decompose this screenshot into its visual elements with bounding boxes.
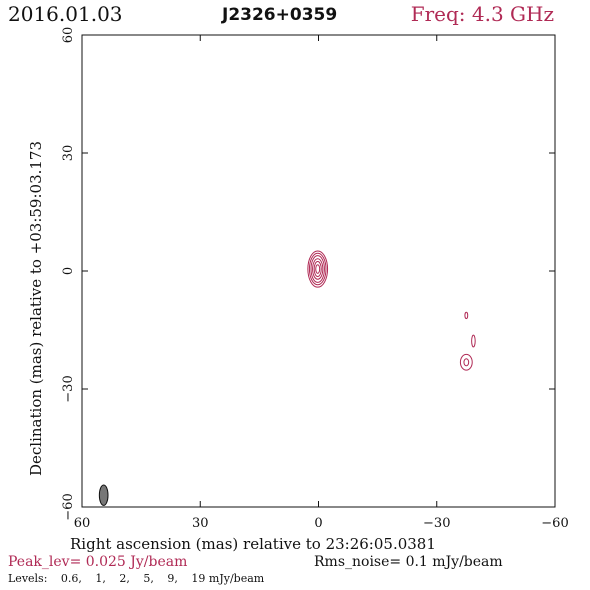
contour-levels: Levels: 0.6, 1, 2, 5, 9, 19 mJy/beam — [8, 572, 264, 585]
level-value: 9, — [167, 572, 178, 585]
contour-core — [315, 264, 321, 274]
contour-knot-1 — [464, 311, 469, 320]
contour-core — [313, 261, 322, 278]
observation-date: 2016.01.03 — [8, 2, 123, 26]
y-tick-labels: −60 −30 0 30 60 — [61, 27, 76, 521]
y-tick-label: 60 — [61, 27, 76, 44]
peak-level: Peak_lev= 0.025 Jy/beam — [8, 554, 188, 570]
contour-knot-3 — [459, 353, 473, 371]
y-tick-label: 30 — [61, 145, 76, 162]
level-value: 1, — [95, 572, 106, 585]
contour-knot-3 — [463, 358, 470, 367]
x-tick-label: 60 — [74, 516, 91, 531]
contour-core — [307, 250, 329, 288]
level-value: 0.6, — [60, 572, 82, 585]
rms-noise: Rms_noise= 0.1 mJy/beam — [314, 554, 503, 570]
plot-frame — [81, 34, 556, 508]
contour-layer — [307, 250, 476, 371]
frequency-label: Freq: 4.3 GHz — [410, 2, 554, 26]
x-axis-label: Right ascension (mas) relative to 23:26:… — [70, 535, 436, 553]
x-tick-labels: 60 30 0 −30 −60 — [74, 516, 569, 531]
x-tick-label: −30 — [423, 516, 450, 531]
level-value: 19 mJy/beam — [191, 572, 265, 585]
level-value: 5, — [143, 572, 154, 585]
x-tick-label: −60 — [541, 516, 568, 531]
beam-ellipse — [98, 484, 109, 506]
x-tick-label: 0 — [314, 516, 322, 531]
y-tick-label: −30 — [61, 375, 76, 402]
beam-layer — [98, 484, 109, 506]
y-tick-label: −60 — [61, 493, 76, 520]
source-name: J2326+0359 — [222, 5, 338, 25]
contour-knot-2 — [471, 334, 476, 348]
contour-core — [308, 252, 327, 286]
levels-label: Levels: — [8, 572, 48, 585]
contour-core — [312, 258, 324, 280]
contour-core — [310, 255, 325, 283]
x-tick-label: 30 — [192, 516, 209, 531]
axis-ticks — [81, 34, 556, 508]
y-tick-label: 0 — [61, 267, 76, 275]
level-value: 2, — [119, 572, 130, 585]
y-axis-label: Declination (mas) relative to +03:59:03.… — [27, 141, 45, 476]
